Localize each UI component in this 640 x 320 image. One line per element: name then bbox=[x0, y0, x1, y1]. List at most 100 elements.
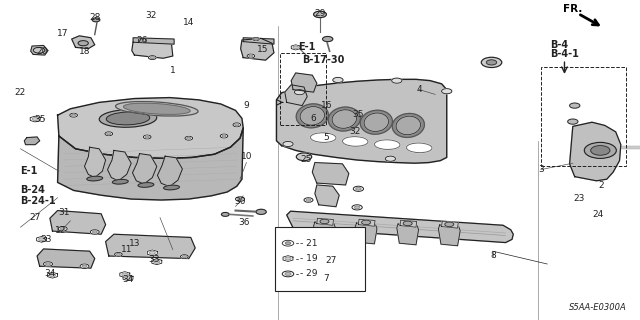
Text: 17: 17 bbox=[57, 29, 68, 38]
Polygon shape bbox=[58, 98, 243, 158]
Text: B-17-30: B-17-30 bbox=[302, 55, 344, 65]
Text: 34: 34 bbox=[122, 276, 134, 284]
Polygon shape bbox=[132, 154, 157, 184]
Circle shape bbox=[150, 57, 154, 59]
Text: 36: 36 bbox=[239, 218, 250, 227]
Circle shape bbox=[314, 11, 326, 18]
Text: - 19: - 19 bbox=[300, 254, 317, 263]
Circle shape bbox=[83, 265, 87, 267]
Ellipse shape bbox=[374, 140, 400, 149]
Text: B-4-1: B-4-1 bbox=[550, 49, 579, 59]
Ellipse shape bbox=[392, 114, 424, 137]
Polygon shape bbox=[438, 225, 460, 246]
Polygon shape bbox=[72, 36, 95, 49]
Circle shape bbox=[60, 228, 65, 230]
Polygon shape bbox=[312, 163, 349, 185]
Polygon shape bbox=[58, 128, 243, 200]
Circle shape bbox=[233, 123, 241, 127]
Bar bbox=[280, 53, 326, 125]
Text: 31: 31 bbox=[58, 208, 70, 217]
Ellipse shape bbox=[396, 116, 420, 135]
Text: 27: 27 bbox=[29, 213, 41, 222]
Text: FR.: FR. bbox=[563, 4, 582, 14]
Circle shape bbox=[90, 230, 99, 234]
Polygon shape bbox=[120, 272, 130, 277]
Circle shape bbox=[568, 119, 578, 124]
Text: S5AA-E0300A: S5AA-E0300A bbox=[570, 303, 627, 312]
Text: 2: 2 bbox=[599, 181, 604, 190]
Circle shape bbox=[333, 77, 343, 83]
Ellipse shape bbox=[406, 143, 432, 153]
Circle shape bbox=[143, 135, 151, 139]
Circle shape bbox=[392, 78, 402, 83]
Polygon shape bbox=[400, 220, 417, 227]
Ellipse shape bbox=[310, 133, 336, 142]
Text: 32: 32 bbox=[349, 127, 361, 136]
Circle shape bbox=[362, 220, 371, 225]
Circle shape bbox=[247, 54, 255, 58]
Polygon shape bbox=[47, 272, 58, 278]
Circle shape bbox=[385, 156, 396, 161]
Circle shape bbox=[255, 38, 258, 40]
Circle shape bbox=[125, 276, 131, 279]
Circle shape bbox=[285, 257, 291, 260]
Circle shape bbox=[445, 222, 454, 227]
Polygon shape bbox=[30, 116, 40, 122]
Circle shape bbox=[442, 89, 452, 94]
Polygon shape bbox=[570, 122, 621, 181]
Circle shape bbox=[249, 55, 253, 57]
Circle shape bbox=[235, 124, 239, 126]
Polygon shape bbox=[243, 38, 274, 44]
Circle shape bbox=[256, 209, 266, 214]
Circle shape bbox=[293, 46, 298, 49]
Circle shape bbox=[236, 197, 244, 201]
Circle shape bbox=[105, 132, 113, 136]
Polygon shape bbox=[157, 156, 182, 187]
Circle shape bbox=[58, 227, 67, 231]
Circle shape bbox=[221, 212, 229, 216]
Ellipse shape bbox=[364, 113, 388, 132]
Text: E-1: E-1 bbox=[298, 42, 316, 52]
Ellipse shape bbox=[106, 112, 150, 125]
Bar bbox=[275, 227, 365, 291]
Text: - 29: - 29 bbox=[300, 269, 317, 278]
Circle shape bbox=[481, 57, 502, 68]
Circle shape bbox=[222, 135, 226, 137]
Polygon shape bbox=[287, 211, 513, 243]
Circle shape bbox=[353, 186, 364, 191]
Polygon shape bbox=[152, 259, 162, 265]
Text: 25: 25 bbox=[300, 156, 312, 164]
Text: 18: 18 bbox=[79, 47, 90, 56]
Polygon shape bbox=[442, 221, 458, 228]
Text: 11: 11 bbox=[121, 245, 132, 254]
Text: 3: 3 bbox=[538, 165, 543, 174]
Polygon shape bbox=[31, 45, 48, 55]
Circle shape bbox=[122, 273, 128, 276]
Circle shape bbox=[140, 39, 144, 41]
Ellipse shape bbox=[138, 183, 154, 187]
Ellipse shape bbox=[116, 101, 198, 116]
Circle shape bbox=[282, 271, 294, 277]
Circle shape bbox=[285, 272, 291, 275]
Circle shape bbox=[352, 205, 362, 210]
Ellipse shape bbox=[164, 185, 179, 190]
Polygon shape bbox=[24, 137, 40, 145]
Circle shape bbox=[32, 117, 38, 120]
Text: E-1: E-1 bbox=[20, 166, 38, 176]
Circle shape bbox=[220, 134, 228, 138]
Bar bbox=[541, 67, 626, 166]
Polygon shape bbox=[108, 150, 131, 181]
Circle shape bbox=[182, 256, 186, 258]
Circle shape bbox=[93, 231, 97, 233]
Circle shape bbox=[138, 38, 146, 42]
Polygon shape bbox=[84, 147, 106, 178]
Text: 6: 6 bbox=[311, 114, 316, 123]
Circle shape bbox=[116, 253, 120, 255]
Circle shape bbox=[145, 136, 149, 138]
Circle shape bbox=[185, 136, 193, 140]
Circle shape bbox=[150, 252, 155, 254]
Polygon shape bbox=[133, 38, 174, 44]
Polygon shape bbox=[241, 38, 274, 60]
Text: 7: 7 bbox=[324, 274, 329, 283]
Text: 24: 24 bbox=[593, 210, 604, 219]
